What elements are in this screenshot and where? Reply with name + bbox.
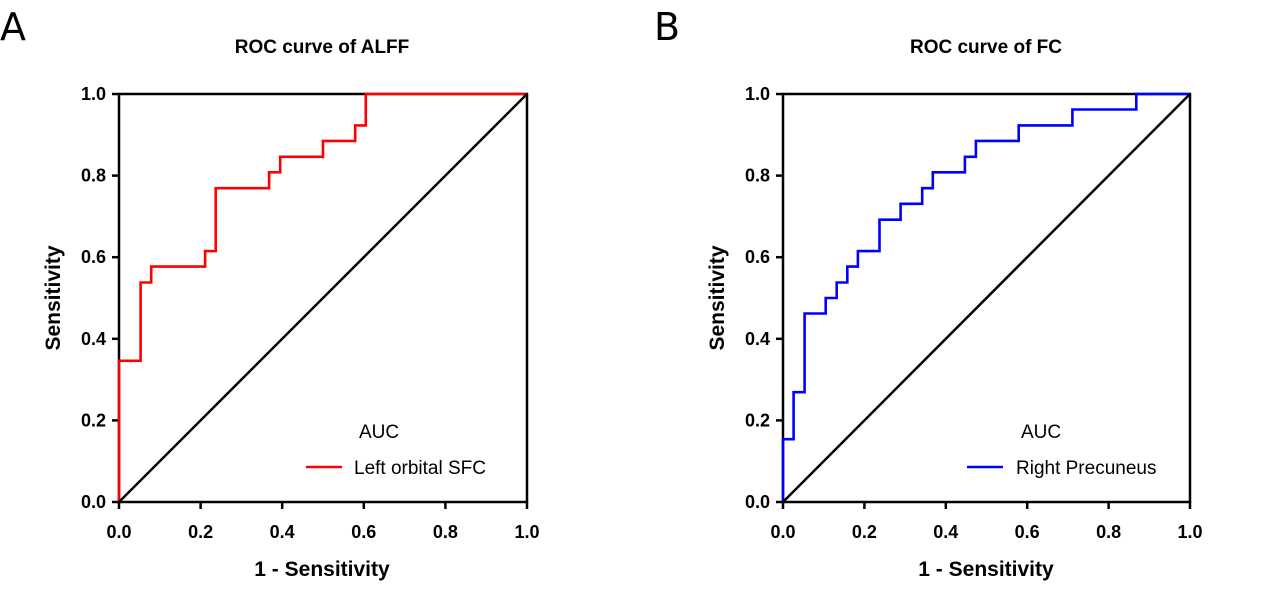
panel-a: A ROC curve of ALFF 1 - Sensitivity Sens…	[0, 5, 540, 581]
panel-a-y-tick-label: 1.0	[81, 84, 106, 104]
panel-b-x-tick-label: 0.8	[1096, 522, 1121, 542]
panel-a-x-tick-label: 0.4	[270, 522, 295, 542]
panel-b-x-axis-label: 1 - Sensitivity	[918, 558, 1054, 581]
panel-b-title: ROC curve of FC	[910, 37, 1062, 58]
panel-a-x-tick-label: 0.2	[188, 522, 213, 542]
panel-a-x-tick-label: 1.0	[514, 522, 539, 542]
panel-a-label: A	[0, 5, 26, 49]
panel-b-x-tick-label: 0.6	[1015, 522, 1040, 542]
panel-a-y-tick-label: 0.2	[81, 410, 106, 430]
panel-a-legend-label: Left orbital SFC	[354, 458, 486, 479]
panel-b-reference-line	[782, 93, 1191, 503]
panel-b-roc-curve	[781, 92, 1190, 502]
panel-b-x-tick-label: 1.0	[1177, 522, 1202, 542]
panel-b-x-tick-label: 0.0	[770, 522, 795, 542]
panel-a-title: ROC curve of ALFF	[235, 37, 410, 58]
panel-a-x-axis-label: 1 - Sensitivity	[254, 558, 390, 581]
panel-b-y-tick-label: 0.8	[745, 166, 770, 186]
panel-b-legend-label: Right Precuneus	[1016, 458, 1156, 479]
panel-b-x-tick-label: 0.4	[933, 522, 958, 542]
panel-a-y-axis-label: Sensitivity	[42, 245, 65, 350]
panel-b-x-tick-label: 0.2	[852, 522, 877, 542]
panel-a-reference-line	[118, 93, 528, 503]
panel-a-x-tick-label: 0.6	[351, 522, 376, 542]
panel-b-y-tick-label: 1.0	[745, 84, 770, 104]
panel-a-plot-frame	[117, 92, 529, 504]
panel-b-y-tick-label: 0.2	[745, 410, 770, 430]
panel-b-y-tick-label: 0.0	[745, 492, 770, 512]
panel-b: B ROC curve of FC 1 - Sensitivity Sensit…	[654, 5, 1203, 581]
panel-a-roc-curve	[117, 92, 527, 502]
panel-a-legend-title: AUC	[359, 422, 399, 443]
panel-b-legend-title: AUC	[1021, 422, 1061, 443]
panel-a-y-tick-label: 0.8	[81, 166, 106, 186]
panel-b-y-tick-label: 0.4	[745, 329, 770, 349]
panel-a-x-tick-label: 0.8	[433, 522, 458, 542]
panel-a-x-tick-label: 0.0	[106, 522, 131, 542]
panel-b-y-tick-label: 0.6	[745, 247, 770, 267]
panel-a-y-tick-label: 0.0	[81, 492, 106, 512]
panel-b-y-axis-label: Sensitivity	[706, 245, 729, 350]
panel-b-label: B	[654, 5, 680, 49]
panel-b-plot-frame	[781, 92, 1192, 504]
panel-a-y-tick-label: 0.4	[81, 329, 106, 349]
panel-a-y-tick-label: 0.6	[81, 247, 106, 267]
